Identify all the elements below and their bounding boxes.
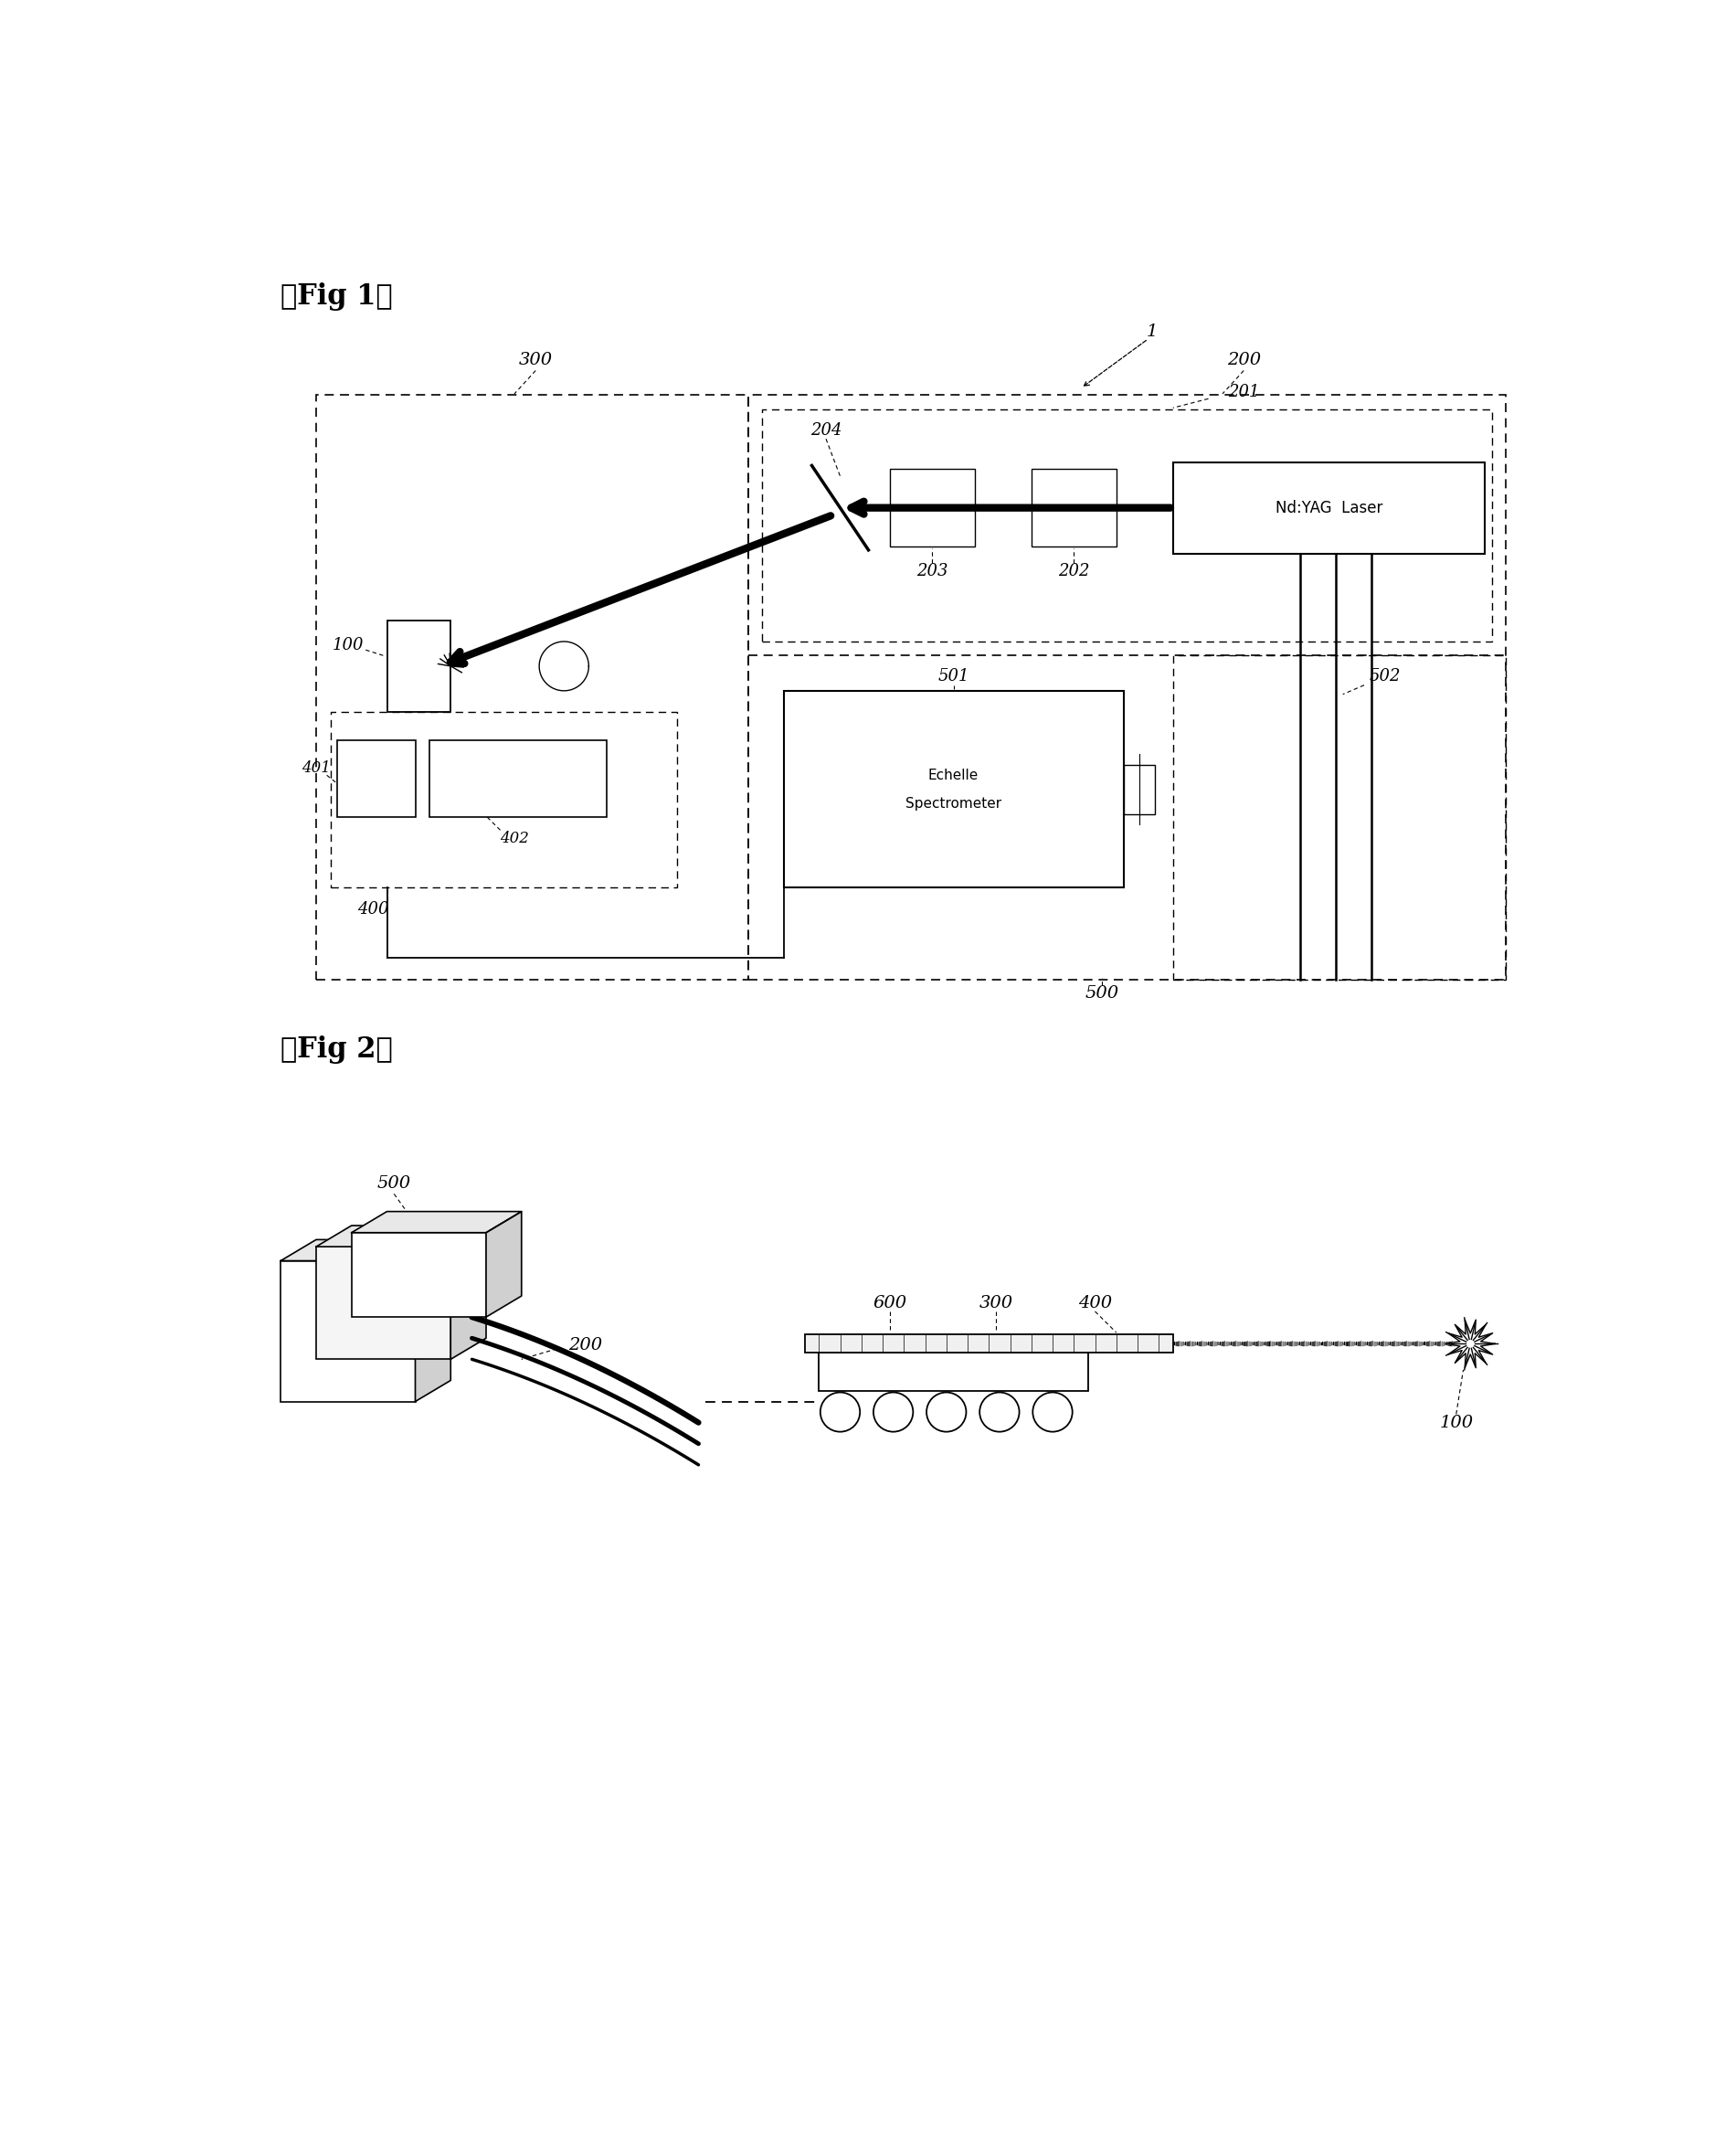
Bar (1123, 765, 1154, 815)
Text: 100: 100 (332, 637, 365, 654)
Circle shape (927, 1391, 967, 1432)
Bar (316, 394, 748, 980)
Text: 204: 204 (811, 422, 842, 440)
Bar (762, 410, 1491, 641)
Polygon shape (316, 1226, 486, 1246)
Text: 201: 201 (1227, 384, 1260, 401)
Bar (889, 470, 974, 547)
Bar (337, 740, 415, 817)
Text: 501: 501 (937, 669, 969, 684)
Text: 200: 200 (1227, 352, 1260, 369)
Bar (1031, 470, 1116, 547)
Text: 100: 100 (1439, 1415, 1474, 1430)
Circle shape (979, 1391, 1019, 1432)
Text: 300: 300 (979, 1295, 1012, 1312)
Text: 400: 400 (1078, 1295, 1113, 1312)
Circle shape (873, 1391, 913, 1432)
Text: Nd:YAG  Laser: Nd:YAG Laser (1276, 500, 1382, 517)
Polygon shape (1446, 1321, 1495, 1368)
Text: 502: 502 (1370, 669, 1401, 684)
Polygon shape (486, 1211, 521, 1316)
Bar (1174, 463, 1484, 553)
Circle shape (1033, 1391, 1073, 1432)
Polygon shape (415, 1239, 451, 1402)
Bar (330, 712, 677, 888)
Polygon shape (351, 1211, 521, 1233)
Text: 【Fig 1】: 【Fig 1】 (281, 283, 392, 311)
Bar (783, 690, 1123, 888)
Bar (281, 1261, 415, 1402)
Text: 200: 200 (568, 1338, 602, 1353)
Text: Echelle: Echelle (929, 768, 979, 783)
Text: 600: 600 (873, 1295, 906, 1312)
Bar (748, 394, 1505, 980)
Text: 400: 400 (358, 900, 389, 918)
Bar (316, 1246, 451, 1359)
Bar (1174, 656, 1505, 980)
Bar (429, 740, 606, 817)
Text: 【Fig 2】: 【Fig 2】 (281, 1036, 392, 1063)
Text: Spectrometer: Spectrometer (906, 798, 1002, 810)
Text: 203: 203 (917, 564, 948, 579)
Bar (819, 1353, 1088, 1391)
Text: 402: 402 (500, 830, 529, 847)
Polygon shape (451, 1226, 486, 1359)
Text: 1: 1 (1146, 324, 1158, 341)
Bar (806, 1336, 1174, 1353)
Text: 202: 202 (1057, 564, 1090, 579)
Bar (387, 620, 451, 712)
Text: 500: 500 (377, 1175, 411, 1192)
Text: 300: 300 (519, 352, 552, 369)
Polygon shape (281, 1239, 451, 1261)
Bar (351, 1233, 486, 1316)
Text: 401: 401 (302, 761, 330, 776)
Text: 500: 500 (1085, 984, 1120, 1001)
Circle shape (821, 1391, 859, 1432)
